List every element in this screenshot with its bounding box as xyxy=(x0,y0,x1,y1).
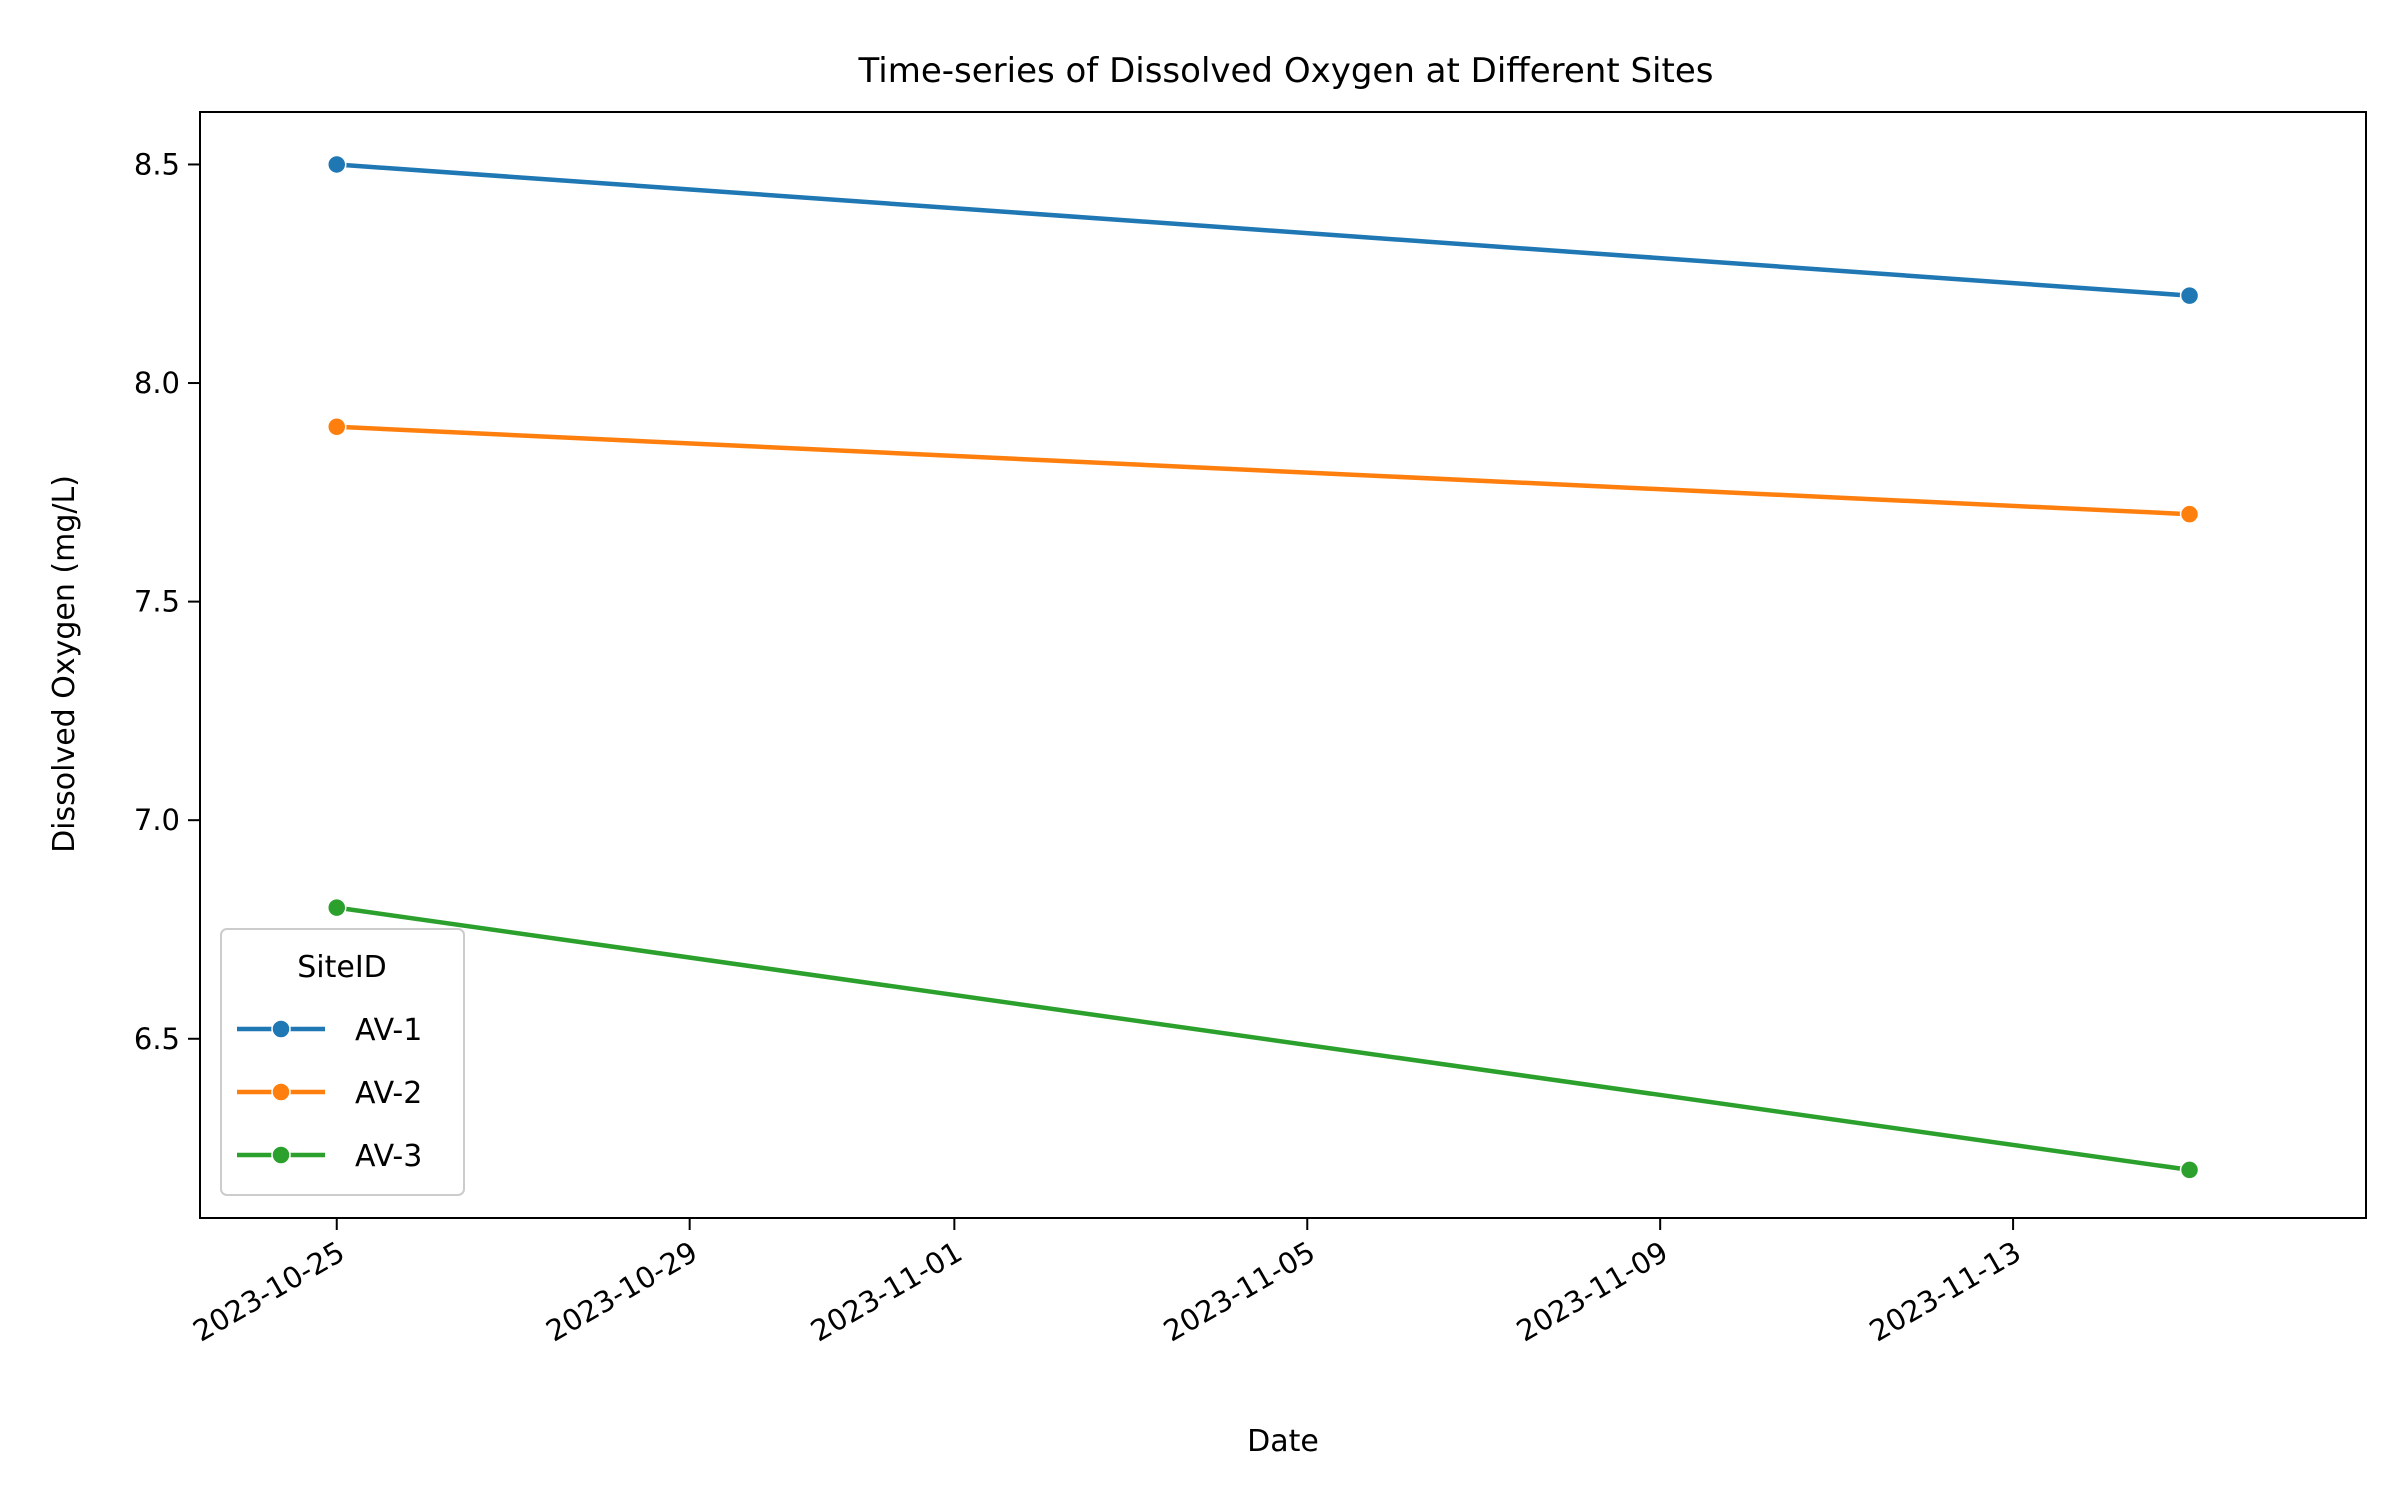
data-point-av-2 xyxy=(2179,504,2200,524)
legend-marker-av-2 xyxy=(271,1082,291,1102)
legend-box xyxy=(220,928,465,1196)
y-tick-label: 6.5 xyxy=(134,1022,180,1056)
x-axis-label: Date xyxy=(1247,1424,1319,1459)
y-axis-label: Dissolved Oxygen (mg/L) xyxy=(47,475,82,853)
y-axis: 6.5 7.0 7.5 8.0 8.5 xyxy=(134,147,200,1056)
series-line-av-2 xyxy=(336,424,2190,517)
data-point-av-1 xyxy=(2179,285,2200,306)
legend-label-av-2: AV-2 xyxy=(355,1076,422,1111)
legend-marker-av-1 xyxy=(271,1019,291,1039)
series-layer xyxy=(327,154,2200,1180)
data-point-av-1 xyxy=(327,154,347,175)
legend-label-av-3: AV-3 xyxy=(355,1139,422,1174)
chart-title: Time-series of Dissolved Oxygen at Diffe… xyxy=(858,51,1714,91)
data-point-av-3 xyxy=(2179,1160,2200,1180)
y-tick-label: 7.5 xyxy=(134,585,180,619)
y-tick-label: 7.0 xyxy=(134,803,180,837)
legend-marker-av-3 xyxy=(271,1145,291,1165)
y-tick-label: 8.5 xyxy=(134,147,180,181)
legend-label-av-1: AV-1 xyxy=(355,1013,422,1048)
plot-frame xyxy=(199,111,2367,1219)
series-line-av-3 xyxy=(336,905,2190,1173)
y-tick-label: 8.0 xyxy=(134,366,180,400)
data-point-av-3 xyxy=(327,897,347,918)
legend: SiteID AV-1 AV-2 AV-3 xyxy=(220,928,465,1196)
legend-title: SiteID xyxy=(297,950,387,985)
series-line-av-1 xyxy=(336,162,2190,298)
data-point-av-2 xyxy=(327,417,347,437)
